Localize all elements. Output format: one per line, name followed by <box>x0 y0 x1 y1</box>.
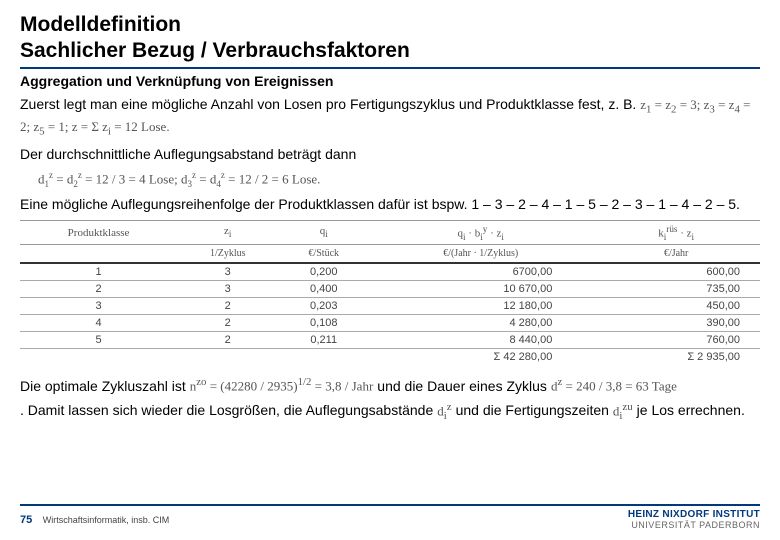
sum-row: Σ 42 280,00Σ 2 935,00 <box>20 349 760 366</box>
subheading: Aggregation und Verknüpfung von Ereignis… <box>20 73 760 89</box>
table-row: 420,1084 280,00390,00 <box>20 315 760 332</box>
unit-cell: €/Jahr <box>592 245 760 264</box>
unit-cell: €/Stück <box>278 245 369 264</box>
para-2: Der durchschnittliche Auflegungsabstand … <box>20 145 760 164</box>
university-name: UNIVERSITÄT PADERBORN <box>628 521 760 530</box>
table-row: 520,2118 440,00760,00 <box>20 332 760 349</box>
col-header: qi · biy · zi <box>369 220 592 245</box>
footer-dept: Wirtschaftsinformatik, insb. CIM <box>43 515 170 525</box>
col-header: Produktklasse <box>20 220 177 245</box>
formula-dizu: dizu <box>613 400 633 424</box>
data-table: Produktklasse zi qi qi · biy · zi kirüs … <box>20 220 760 366</box>
institute-name: HEINZ NIXDORF INSTITUT <box>628 510 760 521</box>
para-4: Die optimale Zykluszahl ist nzo = (42280… <box>20 375 760 423</box>
para-1: Zuerst legt man eine mögliche Anzahl von… <box>20 95 760 139</box>
unit-cell <box>20 245 177 264</box>
formula-nzo: nzo = (42280 / 2935)1/2 = 3,8 / Jahr <box>190 375 374 395</box>
formula-dz: dz = 240 / 3,8 = 63 Tage <box>551 375 677 395</box>
col-header: zi <box>177 220 278 245</box>
para-3: Eine mögliche Auflegungsreihenfolge der … <box>20 195 760 214</box>
footer: 75 Wirtschaftsinformatik, insb. CIM HEIN… <box>20 504 760 530</box>
formula-diz: diz <box>437 400 451 424</box>
page-title: Modelldefinition Sachlicher Bezug / Verb… <box>20 12 760 65</box>
col-header: qi <box>278 220 369 245</box>
unit-cell: 1/Zyklus <box>177 245 278 264</box>
table-row: 130,2006700,00600,00 <box>20 263 760 281</box>
col-header: kirüs · zi <box>592 220 760 245</box>
formula-d: d1z = d2z = 12 / 3 = 4 Lose; d3z = d4z =… <box>20 170 760 189</box>
unit-cell: €/(Jahr · 1/Zyklus) <box>369 245 592 264</box>
table-row: 320,20312 180,00450,00 <box>20 298 760 315</box>
page-number: 75 <box>20 514 32 526</box>
table-row: 230,40010 670,00735,00 <box>20 281 760 298</box>
title-underline <box>20 67 760 69</box>
